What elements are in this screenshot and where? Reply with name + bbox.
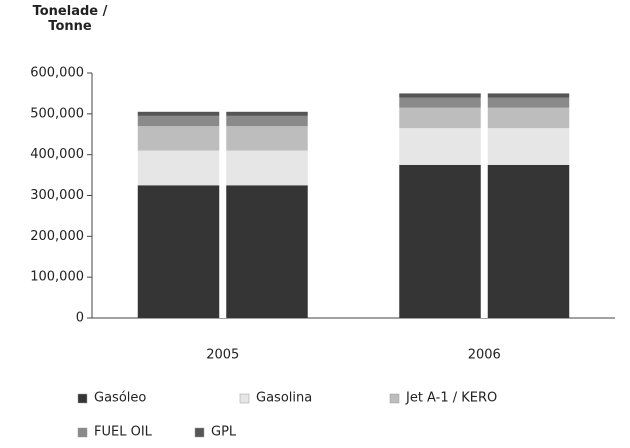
legend-swatch — [194, 427, 205, 438]
y-tick-label: 100,000 — [30, 270, 84, 285]
y-tick-label: 500,000 — [30, 106, 84, 121]
legend-swatch — [389, 393, 400, 404]
x-tick-label: 2005 — [206, 348, 239, 363]
legend-label: Jet A-1 / KERO — [405, 391, 497, 406]
legend-swatch — [239, 393, 250, 404]
legend-swatch — [77, 427, 88, 438]
legend-label: GPL — [211, 425, 237, 440]
y-tick-label: 600,000 — [30, 66, 84, 81]
x-tick-label: 2006 — [468, 348, 501, 363]
legend-label: FUEL OIL — [94, 425, 153, 440]
y-axis-label: Tonelade / Tonne — [32, 4, 108, 34]
y-tick-label: 200,000 — [30, 229, 84, 244]
y-tick-label: 300,000 — [30, 188, 84, 203]
legend-label: Gasóleo — [94, 391, 146, 406]
legend-swatch — [77, 393, 88, 404]
legend-label: Gasolina — [256, 391, 312, 406]
y-tick-label: 400,000 — [30, 147, 84, 162]
y-tick-label: 0 — [76, 311, 84, 326]
